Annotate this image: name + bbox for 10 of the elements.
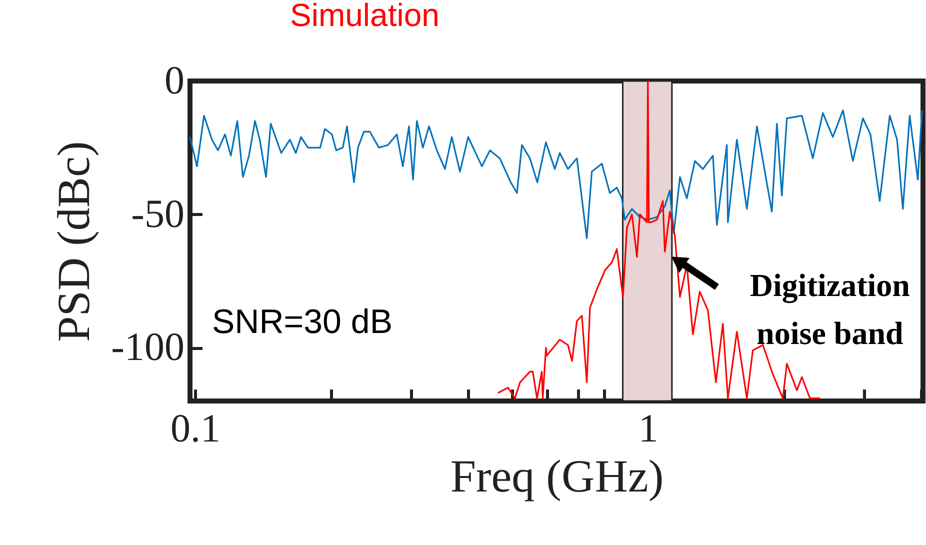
y-tick-label: -50 [131,190,184,236]
chart-title: Simulation [290,0,440,33]
x-tick-label: 1 [638,406,658,450]
annotation: SNR=30 dB [212,303,392,341]
band-label: Digitization noise band [750,267,910,351]
x-axis-title: Freq (GHz) [450,450,664,502]
y-tick-label: 0 [164,58,184,102]
y-tick-label: -100 [111,324,184,370]
y-axis-title: PSD (dBc) [48,141,100,342]
x-tick-label: 0.1 [170,406,220,450]
